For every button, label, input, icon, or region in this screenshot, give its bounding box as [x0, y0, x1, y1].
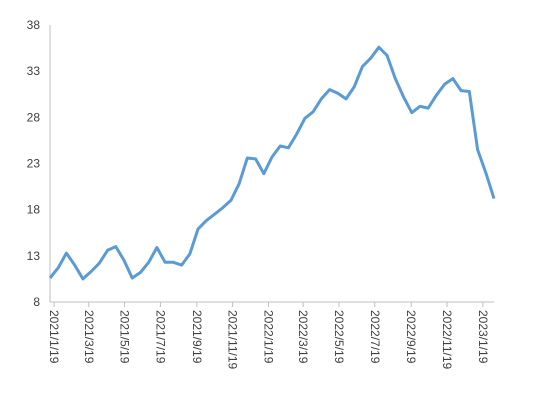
x-tick-label: 2021/11/19	[226, 310, 240, 369]
x-tick-label: 2022/5/19	[332, 310, 346, 364]
x-tick-label: 2022/1/19	[261, 310, 275, 364]
x-tick-label: 2023/1/19	[476, 310, 490, 364]
data-line	[48, 45, 496, 281]
y-tick-label: 28	[27, 110, 41, 124]
x-tick-label: 2022/3/19	[296, 310, 310, 364]
y-tick-label: 8	[33, 295, 40, 309]
x-tick-label: 2021/9/19	[190, 310, 204, 364]
x-tick-label: 2021/3/19	[82, 310, 96, 364]
x-tick-label: 2022/9/19	[404, 310, 418, 364]
x-tick-label: 2021/7/19	[153, 310, 167, 364]
y-tick-label: 38	[27, 18, 41, 32]
y-tick-label: 33	[27, 64, 41, 78]
x-tick-label: 2021/1/19	[47, 310, 61, 364]
y-tick-label: 18	[27, 203, 41, 217]
x-tick-label: 2021/5/19	[118, 310, 132, 364]
x-tick-label: 2022/11/19	[440, 310, 454, 369]
y-tick-label: 13	[27, 249, 41, 263]
y-tick-label: 23	[27, 157, 41, 171]
x-tick-label: 2022/7/19	[368, 310, 382, 364]
